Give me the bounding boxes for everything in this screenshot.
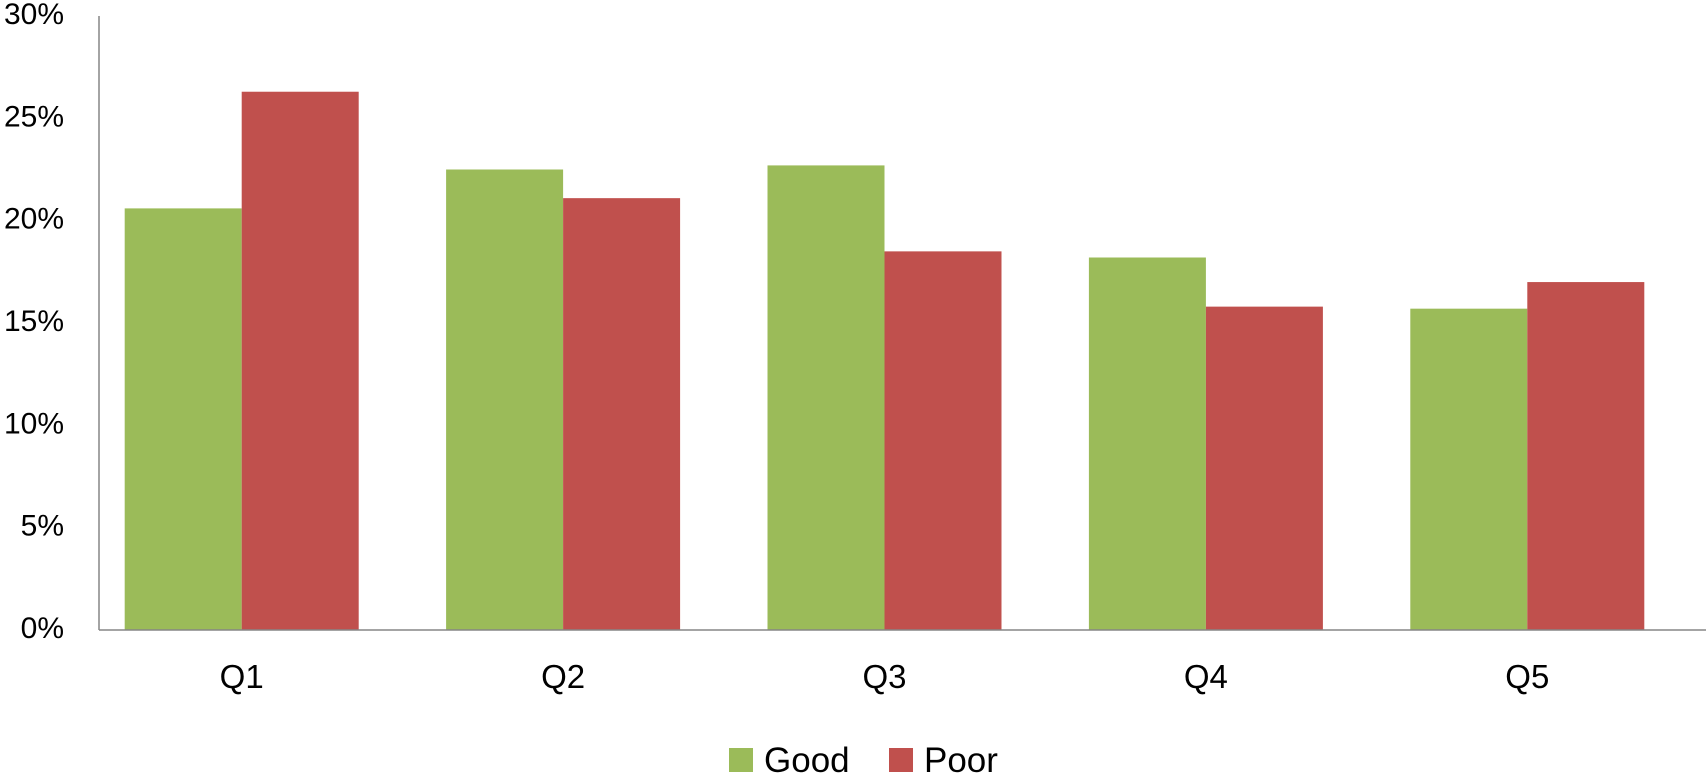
legend-swatch-poor bbox=[889, 748, 913, 772]
bar-poor-q3 bbox=[884, 251, 1002, 630]
bar-series bbox=[124, 91, 1645, 631]
x-tick-label: Q5 bbox=[1505, 658, 1549, 695]
y-axis-ticks: 0% 5% 10% 15% 20% 25% 30% bbox=[4, 0, 64, 645]
y-tick-label: 0% bbox=[21, 612, 64, 645]
x-axis-labels: Q1 Q2 Q3 Q4 Q5 bbox=[220, 658, 1550, 695]
axes bbox=[98, 16, 1706, 631]
x-tick-label: Q4 bbox=[1184, 658, 1228, 695]
bar-good-q1 bbox=[124, 208, 242, 631]
y-tick-label: 5% bbox=[21, 510, 64, 543]
y-tick-label: 30% bbox=[4, 0, 64, 31]
legend-swatch-good bbox=[729, 748, 753, 772]
bar-good-q4 bbox=[1088, 257, 1206, 630]
y-tick-label: 10% bbox=[4, 407, 64, 440]
bar-poor-q1 bbox=[241, 91, 359, 630]
bar-good-q5 bbox=[1410, 308, 1528, 630]
y-tick-label: 15% bbox=[4, 305, 64, 338]
x-tick-label: Q2 bbox=[541, 658, 585, 695]
bar-good-q3 bbox=[767, 165, 885, 630]
legend-label-poor: Poor bbox=[924, 741, 998, 780]
bar-poor-q2 bbox=[563, 198, 681, 631]
bar-good-q2 bbox=[446, 169, 564, 630]
x-tick-label: Q3 bbox=[862, 658, 906, 695]
legend: Good Poor bbox=[729, 741, 998, 780]
y-tick-label: 25% bbox=[4, 100, 64, 133]
bar-poor-q5 bbox=[1527, 282, 1645, 630]
y-tick-label: 20% bbox=[4, 203, 64, 236]
legend-label-good: Good bbox=[764, 741, 850, 780]
x-tick-label: Q1 bbox=[220, 658, 264, 695]
bar-poor-q4 bbox=[1205, 306, 1323, 630]
